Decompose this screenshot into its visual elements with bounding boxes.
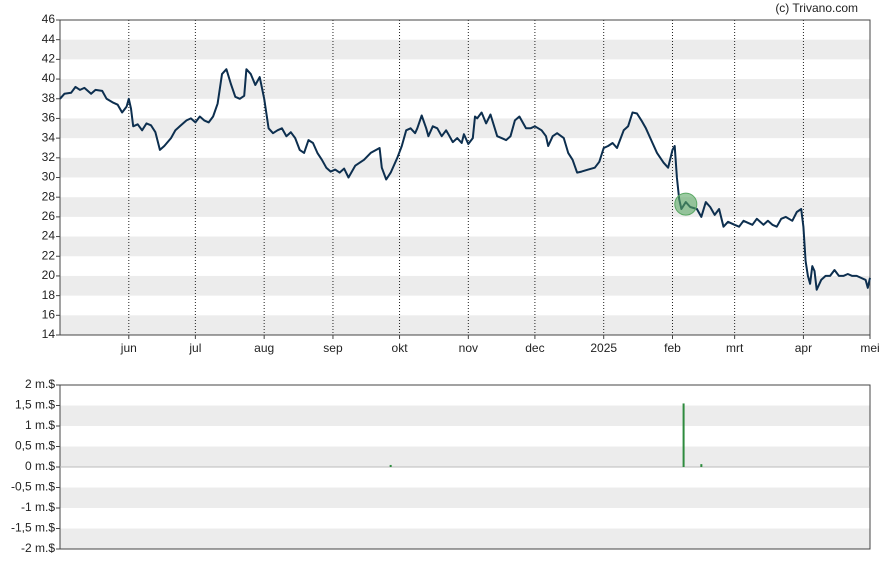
grid-band bbox=[60, 79, 870, 99]
plot-frame bbox=[59, 19, 871, 336]
grid-band bbox=[60, 236, 870, 257]
y-tick-label: -0,5 m.$ bbox=[11, 480, 55, 494]
x-tick-label: okt bbox=[392, 341, 409, 355]
x-tick-label: 2025 bbox=[590, 341, 617, 355]
bar bbox=[389, 464, 392, 467]
bar bbox=[700, 464, 703, 467]
y-tick-label: -2 m.$ bbox=[21, 541, 55, 555]
x-tick-label: jun bbox=[120, 341, 137, 355]
y-tick-label: 36 bbox=[42, 111, 56, 125]
y-tick-label: 2 m.$ bbox=[25, 377, 55, 391]
grid-band bbox=[60, 157, 870, 178]
price-line bbox=[59, 68, 871, 291]
y-tick-label: 0 m.$ bbox=[25, 459, 55, 473]
y-tick-label: 46 bbox=[42, 12, 56, 26]
y-tick-label: 24 bbox=[42, 229, 56, 243]
y-tick-label: 42 bbox=[42, 52, 56, 66]
y-tick-label: -1,5 m.$ bbox=[11, 521, 55, 535]
y-tick-label: 28 bbox=[42, 189, 56, 203]
x-tick-label: sep bbox=[323, 341, 343, 355]
y-tick-label: 38 bbox=[42, 91, 56, 105]
highlight-marker bbox=[674, 192, 698, 216]
y-tick-label: 16 bbox=[42, 307, 56, 321]
grid-band bbox=[60, 118, 870, 139]
y-tick-label: 1,5 m.$ bbox=[15, 398, 55, 412]
y-tick-label: 44 bbox=[42, 32, 56, 46]
y-tick-label: 26 bbox=[42, 209, 56, 223]
grid-band bbox=[60, 197, 870, 217]
x-tick-label: nov bbox=[459, 341, 478, 355]
x-tick-label: mei bbox=[860, 341, 879, 355]
y-tick-label: 20 bbox=[42, 268, 56, 282]
grid-band bbox=[60, 487, 870, 508]
y-tick-label: 32 bbox=[42, 150, 56, 164]
grid-band bbox=[60, 446, 870, 467]
x-tick-label: aug bbox=[254, 341, 274, 355]
y-tick-label: 1 m.$ bbox=[25, 418, 55, 432]
y-tick-label: -1 m.$ bbox=[21, 500, 55, 514]
x-tick-label: apr bbox=[795, 341, 812, 355]
y-tick-label: 14 bbox=[42, 327, 56, 341]
grid-band bbox=[60, 528, 870, 549]
y-tick-label: 40 bbox=[42, 71, 56, 85]
grid-band bbox=[60, 39, 870, 60]
y-tick-label: 22 bbox=[42, 248, 56, 262]
x-tick-label: feb bbox=[664, 341, 681, 355]
grid-band bbox=[60, 275, 870, 296]
credit: (c) Trivano.com bbox=[775, 1, 858, 15]
x-tick-label: jul bbox=[188, 341, 201, 355]
x-tick-label: dec bbox=[525, 341, 544, 355]
y-tick-label: 18 bbox=[42, 288, 56, 302]
y-tick-label: 30 bbox=[42, 170, 56, 184]
grid-band bbox=[60, 315, 870, 335]
y-tick-label: 34 bbox=[42, 130, 56, 144]
x-tick-label: mrt bbox=[726, 341, 744, 355]
y-tick-label: 0,5 m.$ bbox=[15, 439, 55, 453]
grid-band bbox=[60, 405, 870, 426]
bar bbox=[682, 403, 685, 467]
